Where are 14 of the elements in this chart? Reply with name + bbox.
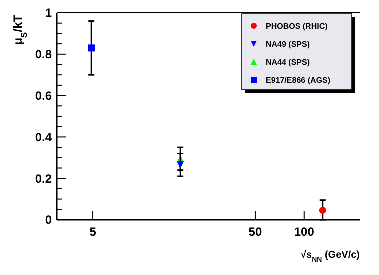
legend-label: NA44 (SPS): [266, 58, 310, 67]
y-tick-label: 0.4: [35, 130, 52, 144]
y-tick-label: 1: [45, 6, 52, 20]
y-tick-label: 0: [45, 213, 52, 228]
x-tick-label: 5: [90, 225, 97, 239]
x-tick-label: 50: [248, 225, 262, 239]
y-tick-label: 0.6: [35, 89, 52, 103]
x-tick-label: 100: [294, 225, 315, 239]
y-tick-label: 0.2: [35, 172, 52, 186]
legend-label: NA49 (SPS): [266, 40, 310, 49]
legend-label: PHOBOS (RHIC): [266, 22, 328, 31]
y-tick-label: 0.8: [35, 48, 52, 62]
x-axis-title: √s$_{NN}$ (GeV/c): [301, 250, 360, 264]
legend-label: E917/E866 (AGS): [266, 76, 331, 85]
